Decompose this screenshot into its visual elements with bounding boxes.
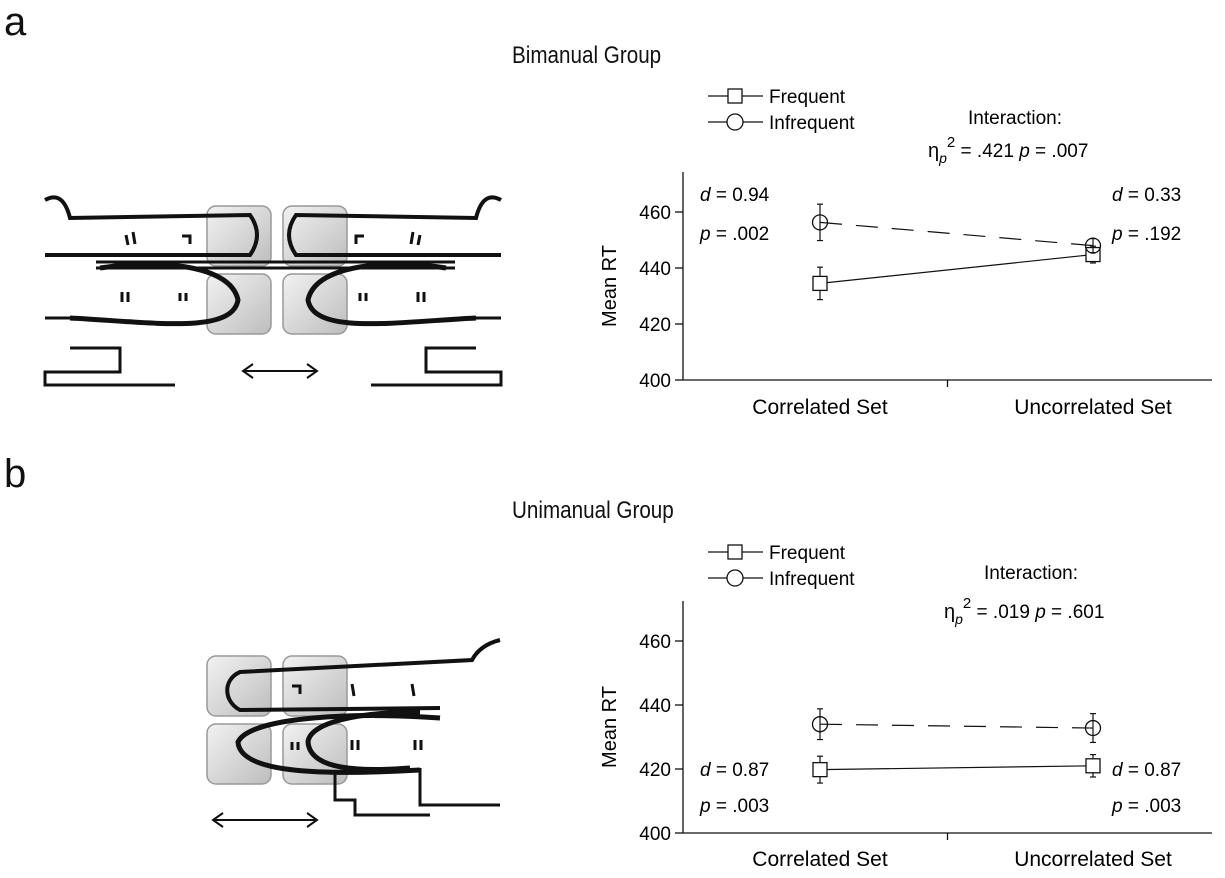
legend-label-infrequent: Infrequent <box>769 569 855 590</box>
data-point-infrequent <box>1084 237 1102 254</box>
interaction-heading: Interaction: <box>984 563 1078 584</box>
p-label: p <box>1034 602 1046 623</box>
legend-label-frequent: Frequent <box>769 543 846 564</box>
series-line-infrequent <box>819 723 1094 729</box>
legend-circle-marker <box>726 113 744 131</box>
stat-p-left: p = .002 <box>699 224 769 245</box>
stat-d-right: d = 0.33 <box>1112 185 1181 206</box>
y-axis-label: Mean RT <box>599 686 621 768</box>
data-point-infrequent <box>811 716 829 733</box>
x-tick-label: Correlated Set <box>752 848 888 871</box>
data-point-frequent <box>812 761 828 778</box>
y-tick-label: 420 <box>639 760 671 781</box>
series-line-frequent <box>819 253 1094 284</box>
p-label: p <box>1018 141 1030 162</box>
legend-label-frequent: Frequent <box>769 87 846 108</box>
data-point-frequent <box>1085 758 1101 774</box>
panel-letter-a: a <box>4 0 27 44</box>
stat-p-right: p = .003 <box>1111 796 1181 817</box>
series-line-frequent <box>819 765 1094 771</box>
y-tick-label: 400 <box>639 824 671 845</box>
x-tick-label: Uncorrelated Set <box>1014 848 1172 871</box>
eta-value: = .019 <box>971 602 1030 623</box>
eta-value: = .421 <box>955 141 1014 162</box>
series-line-infrequent <box>819 221 1094 247</box>
y-tick-label: 460 <box>639 203 671 224</box>
eta-superscript: 2 <box>963 595 971 612</box>
data-point-infrequent <box>811 214 829 231</box>
panel-letter-b: b <box>4 452 27 496</box>
stat-d-left: d = 0.94 <box>700 185 770 206</box>
data-point-frequent <box>812 275 828 292</box>
stat-p-right: p = .192 <box>1111 224 1181 245</box>
legend-square-marker <box>727 544 743 560</box>
eta-subscript: p <box>954 611 963 627</box>
stat-d-right: d = 0.87 <box>1112 760 1181 781</box>
y-axis-label: Mean RT <box>599 245 621 327</box>
stat-p-left: p = .003 <box>699 796 769 817</box>
unimanual-hands-image <box>206 638 501 828</box>
p-value: = .601 <box>1046 602 1105 623</box>
y-tick-label: 440 <box>639 696 671 717</box>
eta-symbol: η <box>944 601 955 623</box>
interaction-stats: ηp2 = .019 p = .601 <box>944 595 1104 627</box>
chart-title-bimanual: Bimanual Group <box>512 42 662 69</box>
legend-label-infrequent: Infrequent <box>769 113 855 134</box>
x-tick-label: Uncorrelated Set <box>1014 396 1172 419</box>
eta-subscript: p <box>938 150 947 166</box>
chart-title-unimanual: Unimanual Group <box>512 497 674 524</box>
bimanual-hands-image <box>45 197 501 385</box>
y-tick-label: 460 <box>639 632 671 653</box>
legend-square-marker <box>727 88 743 104</box>
x-tick-label: Correlated Set <box>752 396 888 419</box>
interaction-heading: Interaction: <box>968 108 1062 129</box>
data-point-infrequent <box>1084 719 1102 737</box>
eta-superscript: 2 <box>947 134 955 151</box>
y-tick-label: 440 <box>639 259 671 280</box>
y-tick-label: 420 <box>639 315 671 336</box>
p-value: = .007 <box>1030 141 1089 162</box>
legend-circle-marker <box>726 569 744 587</box>
stat-d-left: d = 0.87 <box>700 760 769 781</box>
eta-symbol: η <box>928 140 939 162</box>
y-tick-label: 400 <box>639 371 671 392</box>
interaction-stats: ηp2 = .421 p = .007 <box>928 134 1088 166</box>
